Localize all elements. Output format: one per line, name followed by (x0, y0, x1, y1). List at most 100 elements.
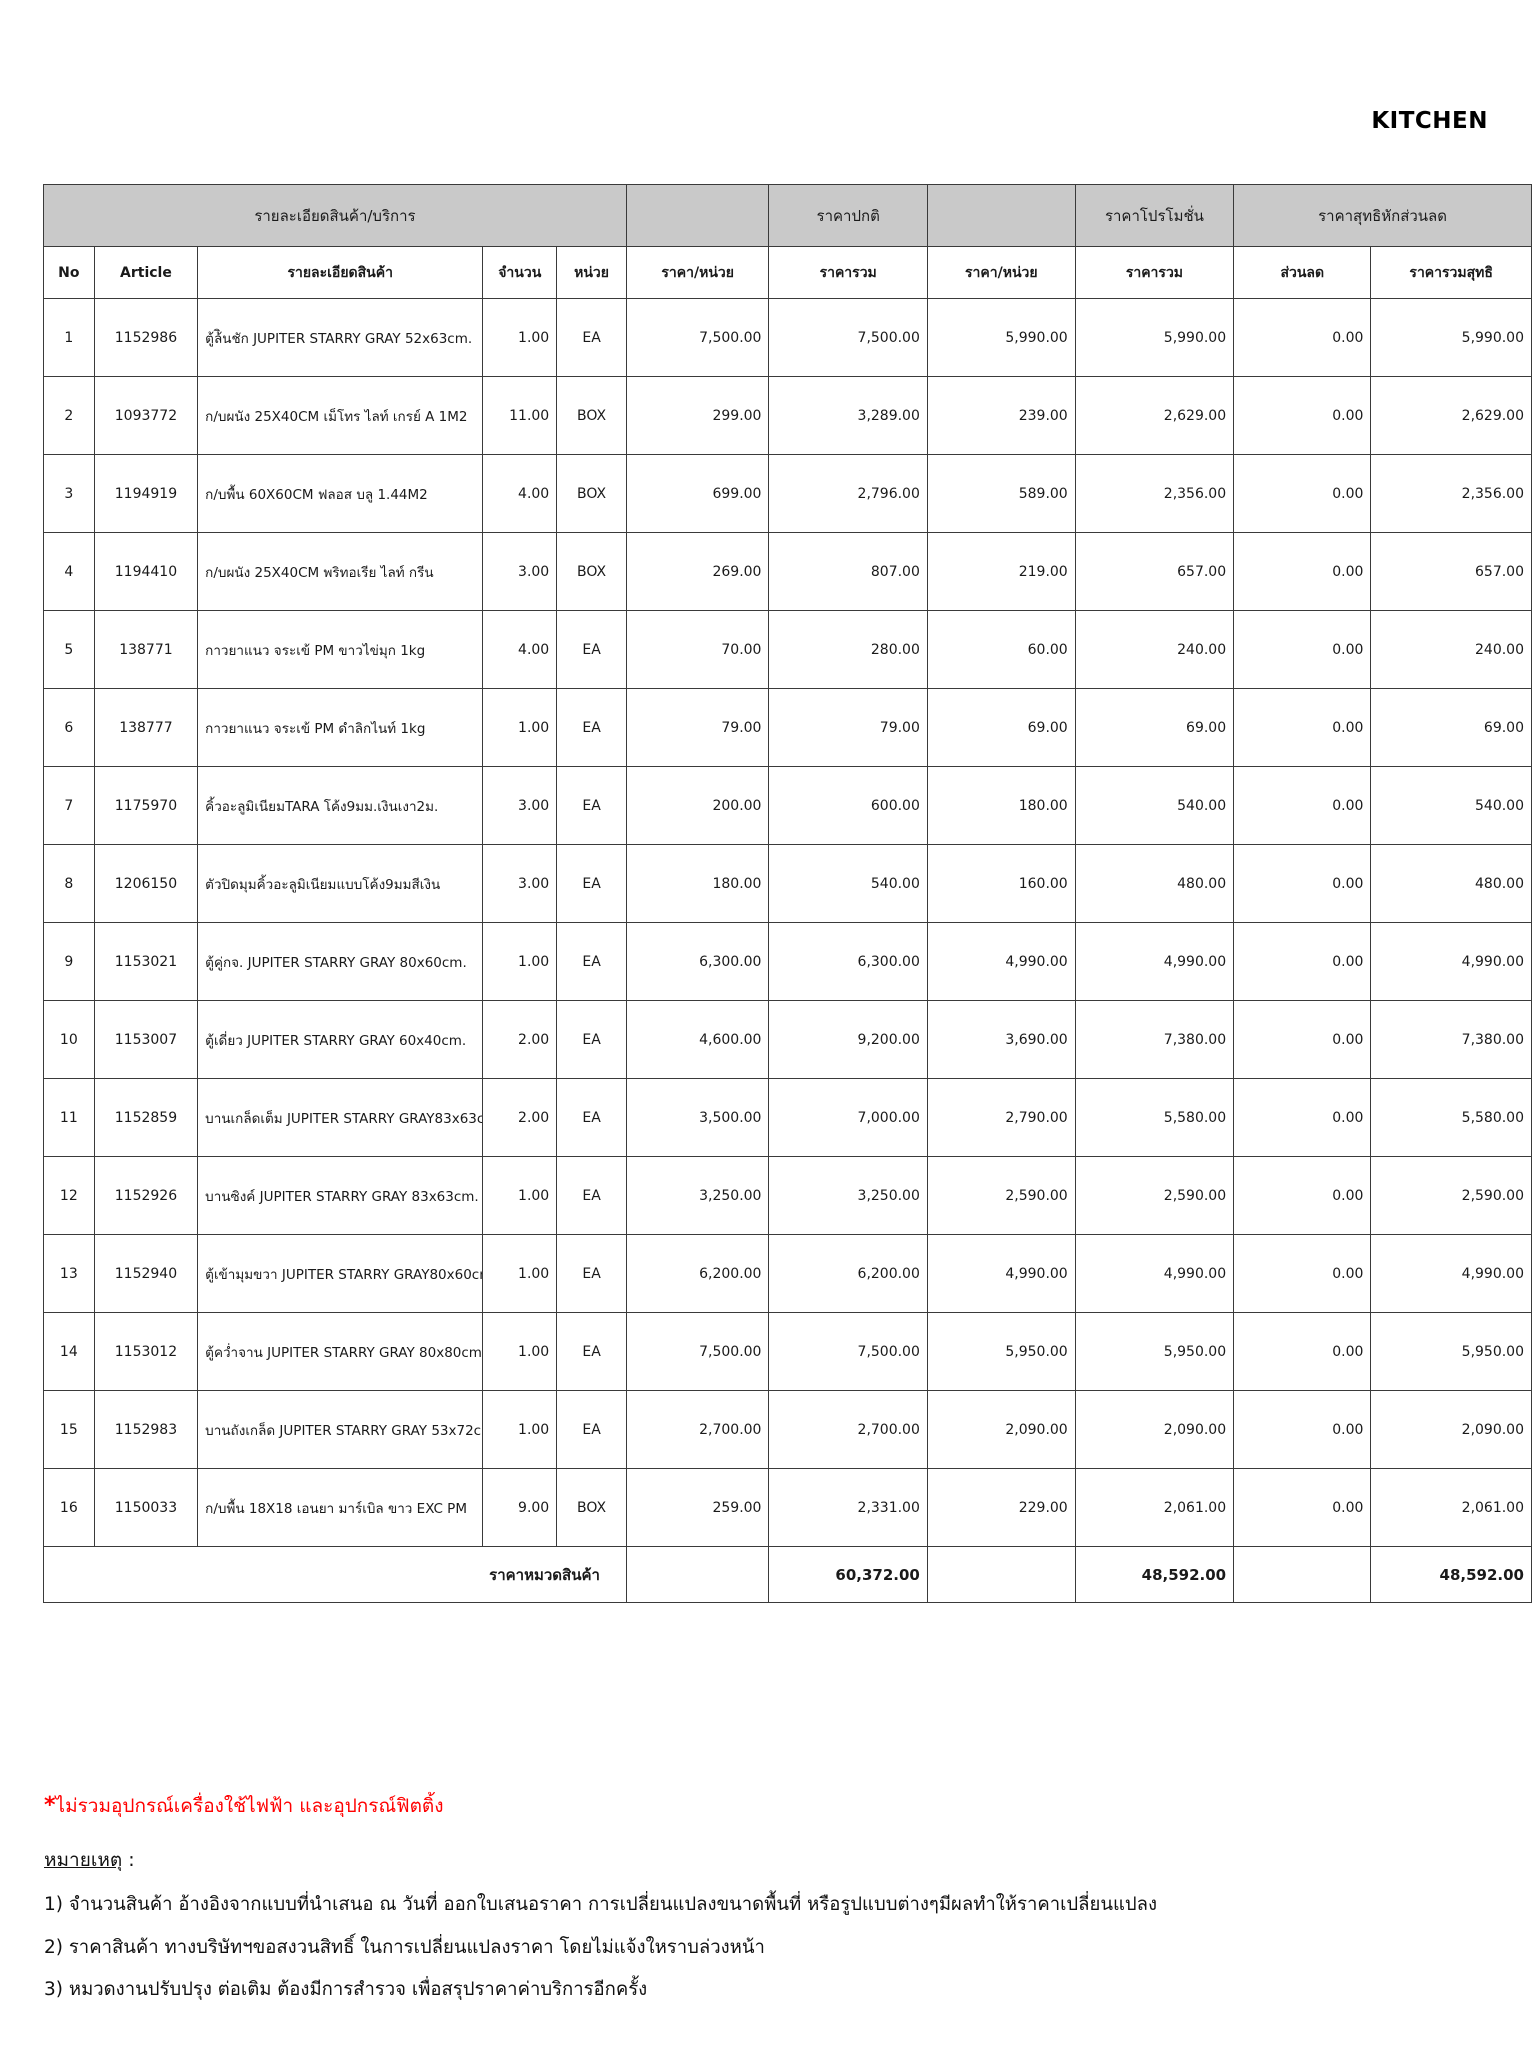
cell-normal-total: 6,300.00 (768, 922, 928, 1001)
cell-net-total: 69.00 (1370, 688, 1532, 767)
cell-unit: EA (556, 922, 627, 1001)
cell-description: กาวยาแนว จระเข้ PM ดำลิกไนท์ 1kg (197, 688, 484, 767)
cell-unit: EA (556, 1390, 627, 1469)
cell-normal-unit-price: 7,500.00 (625, 298, 770, 377)
cell-promo-unit-price: 60.00 (926, 610, 1076, 689)
cell-unit: BOX (556, 1468, 627, 1547)
cell-article: 1152986 (93, 298, 199, 377)
cell-net-total: 2,061.00 (1370, 1468, 1532, 1547)
cell-normal-unit-price: 269.00 (625, 532, 770, 611)
cell-promo-unit-price: 5,950.00 (926, 1312, 1076, 1391)
cell-promo-unit-price: 4,990.00 (926, 922, 1076, 1001)
cell-promo-unit-price: 2,790.00 (926, 1078, 1076, 1157)
column-header-normal-total: ราคารวม (768, 246, 928, 299)
cell-normal-total: 7,500.00 (768, 1312, 928, 1391)
note-exclusion: *ไม่รวมอุปกรณ์เครื่องใช้ไฟฟ้า และอุปกรณ์… (44, 1793, 1494, 1819)
column-header-description: รายละเอียดสินค้า (197, 246, 484, 299)
cell-article: 1175970 (93, 766, 199, 845)
table-foot: ราคาหมวดสินค้า 60,372.00 48,592.00 48,59… (43, 1546, 1532, 1603)
cell-discount: 0.00 (1233, 1312, 1372, 1391)
cell-normal-total: 2,331.00 (768, 1468, 928, 1547)
cell-unit: EA (556, 1000, 627, 1079)
cell-net-total: 240.00 (1370, 610, 1532, 689)
cell-unit: EA (556, 1312, 627, 1391)
cell-qty: 1.00 (482, 1390, 558, 1469)
cell-qty: 1.00 (482, 1156, 558, 1235)
category-total-promo-unit-blank (926, 1546, 1076, 1603)
category-total-promo: 48,592.00 (1074, 1546, 1235, 1603)
cell-description: คิ้วอะลูมิเนียมTARA โค้ง9มม.เงินเงา2ม. (197, 766, 484, 845)
cell-net-total: 2,629.00 (1370, 376, 1532, 455)
cell-net-total: 5,950.00 (1370, 1312, 1532, 1391)
cell-description: ตู้คู่กจ. JUPITER STARRY GRAY 80x60cm. (197, 922, 484, 1001)
cell-no: 9 (43, 922, 95, 1001)
cell-article: 1206150 (93, 844, 199, 923)
group-header-net-after-discount: ราคาสุทธิหักส่วนลด (1233, 184, 1532, 247)
cell-discount: 0.00 (1233, 1156, 1372, 1235)
group-header-product-detail: รายละเอียดสินค้า/บริการ (43, 184, 627, 247)
cell-description: บานถังเกล็ด JUPITER STARRY GRAY 53x72c (197, 1390, 484, 1469)
cell-normal-total: 79.00 (768, 688, 928, 767)
cell-normal-total: 540.00 (768, 844, 928, 923)
cell-promo-unit-price: 2,590.00 (926, 1156, 1076, 1235)
cell-description: บานเกล็ดเต็ม JUPITER STARRY GRAY83x63c (197, 1078, 484, 1157)
cell-qty: 1.00 (482, 1234, 558, 1313)
table-row: 5 138771 กาวยาแนว จระเข้ PM ขาวไข่มุก 1kg 4… (43, 610, 1532, 689)
cell-discount: 0.00 (1233, 922, 1372, 1001)
cell-normal-total: 6,200.00 (768, 1234, 928, 1313)
cell-qty: 4.00 (482, 454, 558, 533)
cell-normal-unit-price: 259.00 (625, 1468, 770, 1547)
cell-qty: 1.00 (482, 1312, 558, 1391)
cell-promo-total: 5,990.00 (1074, 298, 1235, 377)
cell-discount: 0.00 (1233, 1000, 1372, 1079)
cell-qty: 11.00 (482, 376, 558, 455)
cell-unit: EA (556, 1156, 627, 1235)
cell-promo-unit-price: 2,090.00 (926, 1390, 1076, 1469)
column-header-net-total: ราคารวมสุทธิ (1370, 246, 1532, 299)
table-row: 4 1194410 ก/บผนัง 25X40CM พริทอเรีย ไลท์ ก… (43, 532, 1532, 611)
cell-no: 11 (43, 1078, 95, 1157)
cell-promo-unit-price: 4,990.00 (926, 1234, 1076, 1313)
cell-promo-total: 2,629.00 (1074, 376, 1235, 455)
cell-no: 7 (43, 766, 95, 845)
cell-article: 1152859 (93, 1078, 199, 1157)
cell-normal-unit-price: 7,500.00 (625, 1312, 770, 1391)
group-header-normal-price: ราคาปกติ (768, 184, 928, 247)
table-row: 12 1152926 บานซิงค์ JUPITER STARRY GRAY 83… (43, 1156, 1532, 1235)
cell-article: 138771 (93, 610, 199, 689)
cell-promo-unit-price: 69.00 (926, 688, 1076, 767)
cell-discount: 0.00 (1233, 610, 1372, 689)
cell-qty: 3.00 (482, 844, 558, 923)
cell-net-total: 4,990.00 (1370, 1234, 1532, 1313)
cell-no: 6 (43, 688, 95, 767)
cell-no: 16 (43, 1468, 95, 1547)
cell-normal-unit-price: 3,250.00 (625, 1156, 770, 1235)
cell-qty: 1.00 (482, 688, 558, 767)
cell-description: ก/บผนัง 25X40CM เม็โทร ไลท์ เกรย์ A 1M2 (197, 376, 484, 455)
cell-promo-unit-price: 180.00 (926, 766, 1076, 845)
cell-article: 1153012 (93, 1312, 199, 1391)
cell-article: 1153021 (93, 922, 199, 1001)
cell-no: 12 (43, 1156, 95, 1235)
note-line: 3) หมวดงานปรับปรุง ต่อเติม ต้องมีการสำรว… (44, 1978, 648, 2000)
column-header-qty: จำนวน (482, 246, 558, 299)
column-header-article: Article (93, 246, 199, 299)
cell-promo-total: 4,990.00 (1074, 1234, 1235, 1313)
cell-unit: BOX (556, 454, 627, 533)
column-header-normal-unit-price: ราคา/หน่วย (625, 246, 770, 299)
cell-promo-total: 240.00 (1074, 610, 1235, 689)
cell-normal-total: 2,700.00 (768, 1390, 928, 1469)
cell-promo-total: 2,061.00 (1074, 1468, 1235, 1547)
cell-discount: 0.00 (1233, 454, 1372, 533)
cell-normal-unit-price: 6,200.00 (625, 1234, 770, 1313)
table-row: 6 138777 กาวยาแนว จระเข้ PM ดำลิกไนท์ 1kg 1… (43, 688, 1532, 767)
cell-promo-total: 2,356.00 (1074, 454, 1235, 533)
cell-promo-unit-price: 239.00 (926, 376, 1076, 455)
cell-no: 1 (43, 298, 95, 377)
cell-promo-total: 69.00 (1074, 688, 1235, 767)
cell-normal-unit-price: 180.00 (625, 844, 770, 923)
cell-qty: 3.00 (482, 532, 558, 611)
cell-no: 3 (43, 454, 95, 533)
cell-unit: EA (556, 1078, 627, 1157)
cell-normal-unit-price: 299.00 (625, 376, 770, 455)
